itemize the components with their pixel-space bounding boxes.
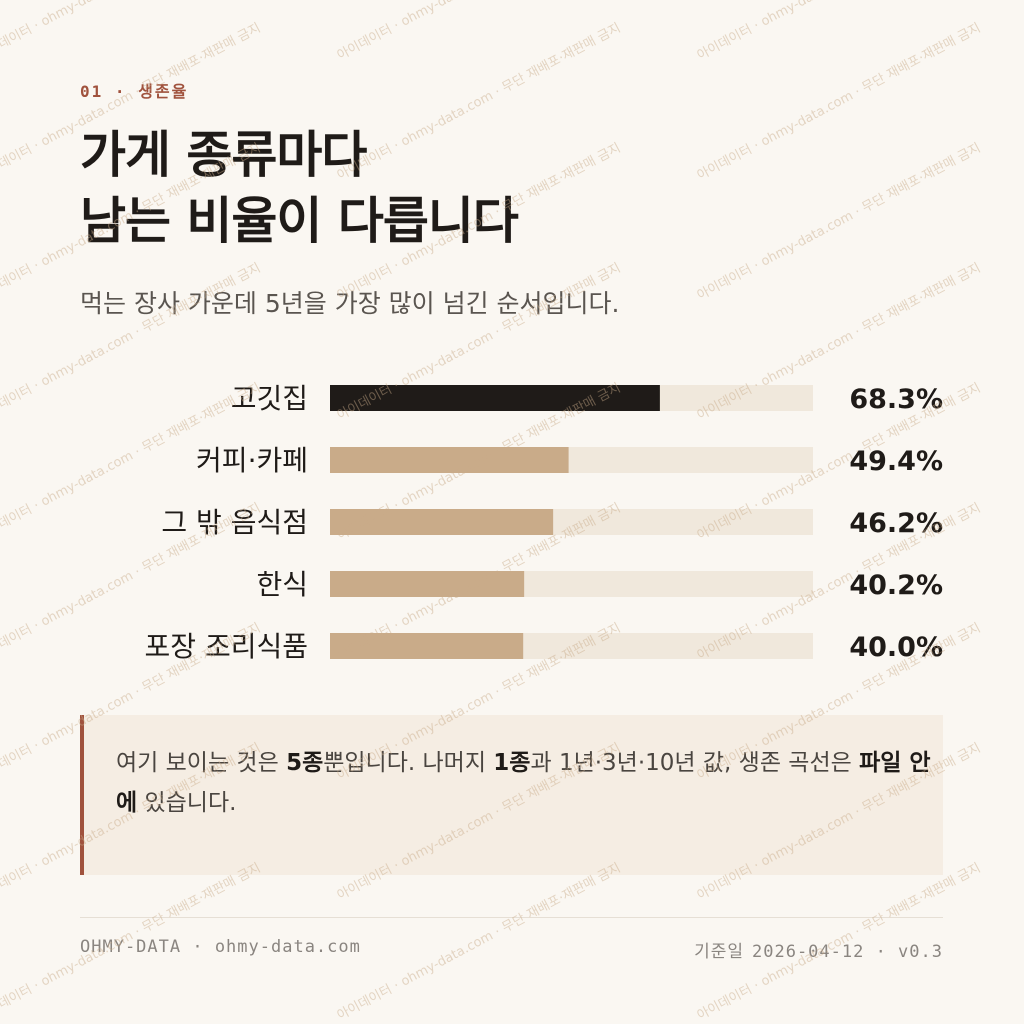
category-label: 고깃집 <box>231 382 308 415</box>
note-text: 여기 보이는 것은 <box>116 750 287 776</box>
eyebrow: 01 · 생존율 <box>80 82 189 101</box>
bar <box>330 633 524 659</box>
note-text: 1종 <box>493 750 531 776</box>
bar <box>330 385 660 411</box>
watermark: 아이데이터 · ohmy-data.com · 무단 재배포·재판매 금지 <box>335 861 624 1024</box>
subtitle: 먹는 장사 가운데 5년을 가장 많이 넘긴 순서입니다. <box>80 289 620 318</box>
chart: 고깃집 68.3% 커피·카페 49.4% 그 밖 음식점 46.2% 한식 40.2% 포장 … <box>145 382 943 663</box>
footer-date: 기준일 2026-04-12 · v0.3 <box>694 937 943 962</box>
divider <box>80 917 943 918</box>
category-label: 한식 <box>256 568 308 601</box>
title-line: 남는 비율이 다릅니다 <box>80 192 519 250</box>
value-label: 49.4% <box>849 446 943 477</box>
category-label: 커피·카페 <box>196 444 308 477</box>
note-text: 파일 안에 <box>116 750 931 816</box>
category-label: 그 밖 음식점 <box>161 506 308 539</box>
value-label: 68.3% <box>849 384 943 415</box>
footer-brand: OHMY-DATA · ohmy-data.com <box>80 937 361 957</box>
date-label: 기준일 <box>694 942 744 962</box>
value-label: 40.2% <box>849 570 943 601</box>
bar <box>330 571 525 597</box>
title: 가게 종류마다 남는 비율이 다릅니다 <box>80 122 519 254</box>
note-text: 있습니다. <box>137 790 237 816</box>
date-value: 2026-04-12 · v0.3 <box>752 942 943 962</box>
note: 여기 보이는 것은 5종뿐입니다. 나머지 1종과 1년·3년·10년 값, 생… <box>80 715 943 875</box>
note-text: 과 1년·3년·10년 값, 생존 곡선은 <box>530 750 860 776</box>
value-label: 46.2% <box>849 508 943 539</box>
note-text: 5종 <box>286 750 324 776</box>
title-line: 가게 종류마다 <box>80 126 367 184</box>
value-label: 40.0% <box>849 632 943 663</box>
bar <box>330 447 569 473</box>
note-text: 뿐입니다. 나머지 <box>323 750 494 776</box>
bar <box>330 509 554 535</box>
category-label: 포장 조리식품 <box>145 630 308 663</box>
